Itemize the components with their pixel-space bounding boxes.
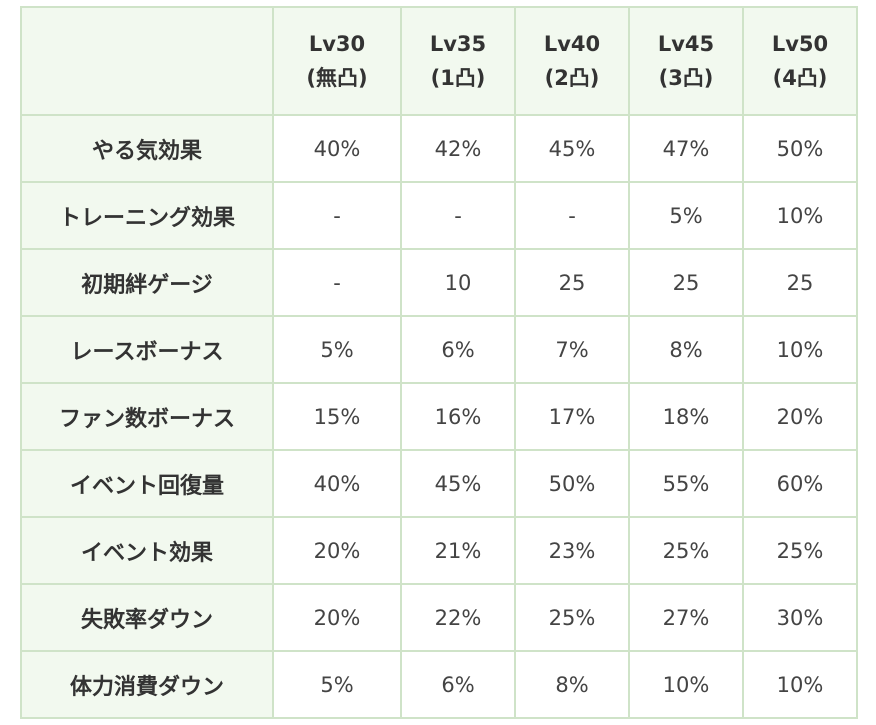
row-label: トレーニング効果	[20, 181, 274, 250]
column-stage: (3凸)	[658, 66, 714, 90]
table-cell: -	[272, 248, 402, 317]
table-row: ファン数ボーナス 15% 16% 17% 18% 20%	[20, 382, 858, 451]
table-cell: 10%	[742, 315, 858, 384]
row-label: 体力消費ダウン	[20, 650, 274, 719]
table-row: レースボーナス 5% 6% 7% 8% 10%	[20, 315, 858, 384]
column-level: Lv50	[771, 32, 829, 56]
table-cell: 7%	[514, 315, 630, 384]
column-stage: (4凸)	[772, 66, 828, 90]
table-cell: 50%	[514, 449, 630, 518]
table-cell: 25%	[742, 516, 858, 585]
column-header: Lv30 (無凸)	[272, 6, 402, 116]
row-label: イベント効果	[20, 516, 274, 585]
row-label: イベント回復量	[20, 449, 274, 518]
column-stage: (無凸)	[306, 66, 368, 90]
table-cell: 45%	[514, 114, 630, 183]
corner-cell	[20, 6, 274, 116]
table-cell: 5%	[628, 181, 744, 250]
level-effects-table: Lv30 (無凸) Lv35 (1凸) Lv40 (2凸) Lv45 (3凸) …	[20, 6, 858, 719]
column-level: Lv45	[657, 32, 715, 56]
column-stage: (2凸)	[544, 66, 600, 90]
table-cell: -	[514, 181, 630, 250]
table-cell: 6%	[400, 315, 516, 384]
header-row: Lv30 (無凸) Lv35 (1凸) Lv40 (2凸) Lv45 (3凸) …	[20, 6, 858, 116]
table-cell: 21%	[400, 516, 516, 585]
table-row: イベント回復量 40% 45% 50% 55% 60%	[20, 449, 858, 518]
table-cell: 47%	[628, 114, 744, 183]
row-label: やる気効果	[20, 114, 274, 183]
table-cell: 10%	[742, 650, 858, 719]
table-cell: 23%	[514, 516, 630, 585]
table-row: イベント効果 20% 21% 23% 25% 25%	[20, 516, 858, 585]
table-cell: 25	[514, 248, 630, 317]
table-cell: 40%	[272, 114, 402, 183]
column-level: Lv30	[308, 32, 366, 56]
table-cell: 27%	[628, 583, 744, 652]
table-row: 失敗率ダウン 20% 22% 25% 27% 30%	[20, 583, 858, 652]
column-header: Lv40 (2凸)	[514, 6, 630, 116]
table-cell: 50%	[742, 114, 858, 183]
table-cell: 10%	[628, 650, 744, 719]
table-cell: 45%	[400, 449, 516, 518]
table-cell: 15%	[272, 382, 402, 451]
table-cell: 25%	[514, 583, 630, 652]
column-level: Lv40	[543, 32, 601, 56]
table-cell: 55%	[628, 449, 744, 518]
table-cell: 10%	[742, 181, 858, 250]
column-stage: (1凸)	[430, 66, 486, 90]
row-label: 初期絆ゲージ	[20, 248, 274, 317]
column-header: Lv50 (4凸)	[742, 6, 858, 116]
table-cell: 25	[742, 248, 858, 317]
table-row: 初期絆ゲージ - 10 25 25 25	[20, 248, 858, 317]
column-level: Lv35	[429, 32, 487, 56]
table-cell: 5%	[272, 650, 402, 719]
table-cell: 22%	[400, 583, 516, 652]
table-cell: 30%	[742, 583, 858, 652]
table-cell: -	[272, 181, 402, 250]
table-cell: 20%	[742, 382, 858, 451]
table-cell: 20%	[272, 516, 402, 585]
table-cell: 25	[628, 248, 744, 317]
table-row: トレーニング効果 - - - 5% 10%	[20, 181, 858, 250]
row-label: レースボーナス	[20, 315, 274, 384]
table-cell: 25%	[628, 516, 744, 585]
row-label: ファン数ボーナス	[20, 382, 274, 451]
table-cell: -	[400, 181, 516, 250]
table-cell: 5%	[272, 315, 402, 384]
column-header: Lv45 (3凸)	[628, 6, 744, 116]
table-cell: 17%	[514, 382, 630, 451]
table-cell: 40%	[272, 449, 402, 518]
table-cell: 42%	[400, 114, 516, 183]
table-cell: 8%	[628, 315, 744, 384]
table-cell: 10	[400, 248, 516, 317]
table-row: 体力消費ダウン 5% 6% 8% 10% 10%	[20, 650, 858, 719]
column-header: Lv35 (1凸)	[400, 6, 516, 116]
table-cell: 6%	[400, 650, 516, 719]
table-cell: 60%	[742, 449, 858, 518]
table-cell: 8%	[514, 650, 630, 719]
row-label: 失敗率ダウン	[20, 583, 274, 652]
table-cell: 18%	[628, 382, 744, 451]
table-cell: 20%	[272, 583, 402, 652]
table-row: やる気効果 40% 42% 45% 47% 50%	[20, 114, 858, 183]
table-cell: 16%	[400, 382, 516, 451]
